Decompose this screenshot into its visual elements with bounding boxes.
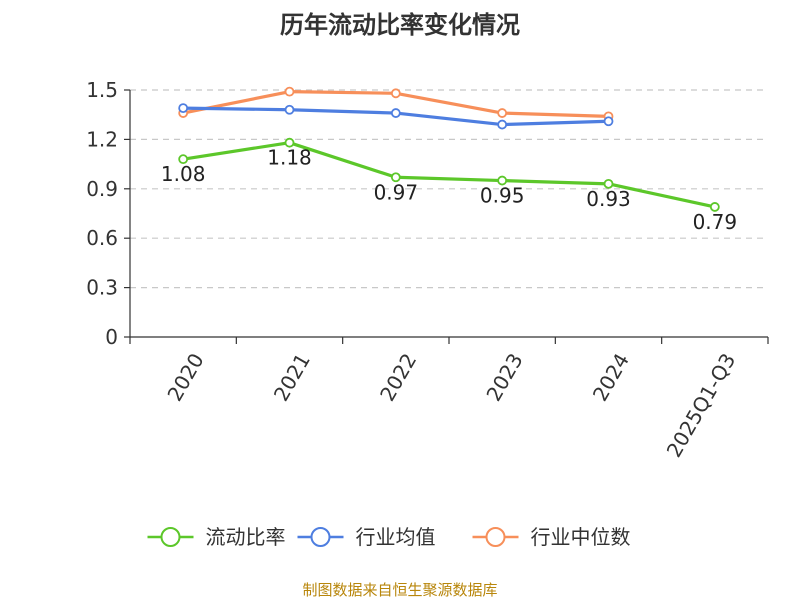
- source-note: 制图数据来自恒生聚源数据库: [302, 581, 497, 599]
- legend-swatch-marker: [310, 527, 331, 547]
- y-tick-label: 1.5: [86, 78, 118, 102]
- y-tick-label: 0.3: [86, 276, 118, 300]
- series-point: [497, 119, 508, 130]
- series-point: [497, 108, 508, 118]
- x-tick-label: 2020: [162, 349, 208, 405]
- series-point: [390, 172, 401, 183]
- x-tick-label: 2021: [269, 349, 315, 405]
- legend-item: 行业均值: [297, 525, 436, 549]
- y-tick-label: 0.6: [86, 226, 118, 250]
- series-group: [178, 86, 720, 212]
- x-tick-label: 2024: [588, 349, 634, 405]
- series-point: [178, 103, 189, 114]
- legend: 流动比率 行业均值 行业中位数: [147, 525, 631, 549]
- legend-label: 行业均值: [356, 525, 436, 549]
- x-tick-label: 2022: [375, 349, 421, 405]
- series-point: [284, 137, 295, 148]
- data-label: 0.95: [480, 184, 525, 208]
- legend-label: 流动比率: [206, 525, 286, 549]
- legend-label: 行业中位数: [531, 525, 631, 549]
- series-point: [390, 88, 401, 99]
- x-tick-label: 2023: [481, 349, 527, 405]
- legend-swatch-marker: [485, 527, 506, 547]
- y-tick-label: 0: [105, 325, 118, 349]
- series-point: [603, 178, 614, 189]
- series-point: [284, 104, 295, 115]
- legend-swatch-marker: [160, 527, 181, 547]
- series-point: [603, 116, 614, 127]
- x-tick-label: 2025Q1-Q3: [662, 349, 741, 461]
- legend-item: 流动比率: [147, 525, 286, 549]
- series-point: [178, 154, 189, 165]
- data-label: 0.97: [374, 180, 419, 204]
- y-tick-label: 1.2: [86, 127, 118, 151]
- chart-title: 历年流动比率变化情况: [280, 11, 520, 39]
- grid-lines: [130, 89, 768, 289]
- data-label: 1.18: [267, 146, 312, 170]
- data-label: 0.93: [586, 187, 631, 211]
- series-point: [709, 202, 720, 212]
- data-label: 0.79: [693, 210, 738, 234]
- series-point: [497, 175, 508, 186]
- legend-item: 行业中位数: [472, 525, 631, 549]
- data-labels: 1.08 1.18 0.97 0.95 0.93 0.79: [161, 146, 737, 234]
- data-label: 1.08: [161, 162, 206, 186]
- series-point: [390, 108, 401, 118]
- series-point: [284, 86, 295, 97]
- y-tick-label: 0.9: [86, 177, 118, 201]
- axes: 0 0.3 0.6 0.9 1.2 1.5 2020 2021 2022 2023 2024 2025…: [86, 78, 769, 461]
- series-line: [182, 141, 716, 209]
